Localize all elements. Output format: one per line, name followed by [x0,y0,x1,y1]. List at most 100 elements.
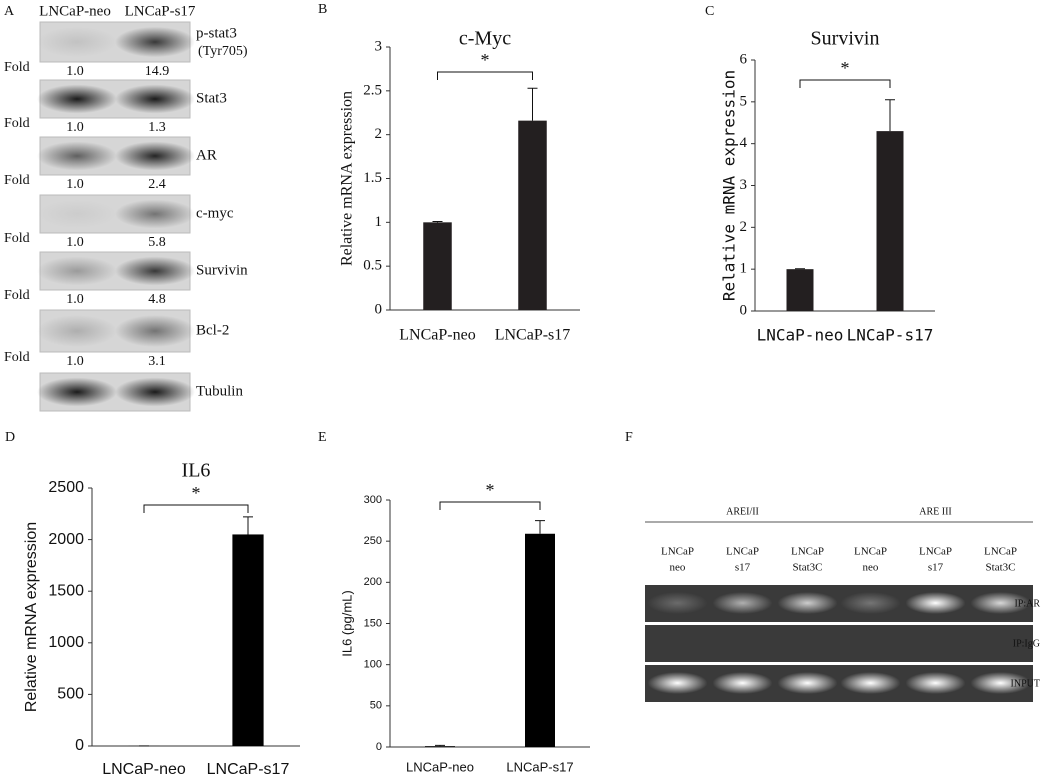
y-tick-label: 0 [740,302,748,318]
lane-label: LNCaP-s17 [125,3,196,19]
fold-label: Fold [4,231,30,246]
row-label: Survivin [196,262,248,278]
blot-band [37,377,117,407]
significance-bracket [439,501,541,510]
gel-band [647,592,708,614]
blot-band [115,26,195,58]
y-tick-label: 1500 [48,582,84,599]
y-tick-label: 200 [364,576,382,588]
panel-letter: C [705,4,714,19]
fold-label: Fold [4,350,30,365]
lane-label: s17 [735,562,751,574]
x-tick-label: LNCaP-s17 [207,761,290,776]
fold-value: 3.1 [148,354,166,369]
y-tick-label: 250 [364,535,382,547]
bar [786,269,814,311]
significance-bracket [799,79,891,88]
x-tick-label: LNCaP-neo [102,761,186,776]
y-tick-label: 500 [57,686,84,703]
fold-value: 2.4 [148,177,166,192]
fold-value: 1.0 [66,177,84,192]
significance-mark: * [481,50,490,70]
y-axis-label: Relative mRNA expression [339,91,356,266]
x-tick-label: LNCaP-neo [399,327,475,344]
y-tick-label: 2500 [48,479,84,496]
group-title: ARE III [919,506,952,517]
blot-band [37,26,117,58]
bar [518,120,547,310]
bar [525,533,555,747]
x-tick-label: LNCaP-s17 [847,326,934,345]
lane-label: neo [863,562,879,574]
x-tick-label: LNCaP-s17 [506,759,573,774]
y-axis-label: Relative mRNA expression [720,70,739,301]
fold-label: Fold [4,116,30,131]
gel-band [905,672,966,694]
y-tick-label: 0 [75,737,84,754]
y-tick-label: 1 [740,261,748,277]
y-axis-label: IL6 (pg/mL) [339,590,354,656]
fold-label: Fold [4,60,30,75]
panel-letter: E [318,430,327,445]
y-tick-label: 1.5 [363,170,382,186]
blot-band [37,256,117,286]
y-tick-label: 0 [375,301,383,317]
fold-value: 4.8 [148,292,166,307]
y-tick-label: 6 [740,51,748,67]
significance-mark: * [486,480,495,500]
gel-strip [838,625,1033,662]
gel-band [840,592,901,614]
blot-band [115,315,195,347]
error-bar [535,520,545,534]
y-tick-label: 150 [364,617,382,629]
y-tick-label: 1000 [48,634,84,651]
y-tick-label: 2.5 [363,82,382,98]
gel-band [840,672,901,694]
error-bar [432,220,443,223]
y-tick-label: 2 [740,219,748,235]
blot-band [37,315,117,347]
group-title: AREI/II [726,506,759,517]
fold-value: 1.0 [66,64,84,79]
bar [423,222,452,310]
row-label: c-myc [196,205,234,221]
x-tick-label: LNCaP-s17 [495,327,571,344]
chart-title: c-Myc [459,28,511,50]
y-tick-label: 50 [370,700,382,712]
row-sublabel: (Tyr705) [198,44,248,59]
fold-value: 14.9 [145,64,170,79]
lane-label: Stat3C [986,562,1016,574]
blot-band [37,199,117,229]
error-bar [527,87,538,121]
y-tick-label: 2000 [48,531,84,548]
lane-label: LNCaP [854,546,887,558]
gel-band [647,672,708,694]
panel-letter: A [4,4,15,19]
row-label: IP:IgG [1013,638,1040,649]
gel-band [970,592,1031,614]
lane-label: LNCaP [726,546,759,558]
fold-label: Fold [4,173,30,188]
chart-title: Survivin [811,28,880,50]
fold-value: 1.0 [66,120,84,135]
gel-band [777,672,838,694]
bar [876,131,904,311]
y-tick-label: 2 [375,126,383,142]
lane-label: LNCaP-neo [39,3,111,19]
fold-label: Fold [4,288,30,303]
panel-letter: F [625,430,633,445]
y-tick-label: 1 [375,214,383,230]
fold-value: 5.8 [148,235,166,250]
blot-band [115,377,195,407]
blot-band [115,84,195,114]
row-label: AR [196,147,217,163]
row-label: Stat3 [196,90,227,106]
blot-band [115,256,195,286]
fold-value: 1.0 [66,292,84,307]
y-tick-label: 5 [740,93,748,109]
blot-band [37,84,117,114]
bar [425,746,455,747]
lane-label: LNCaP [919,546,952,558]
lane-label: neo [670,562,686,574]
panel-letter: D [5,430,15,445]
